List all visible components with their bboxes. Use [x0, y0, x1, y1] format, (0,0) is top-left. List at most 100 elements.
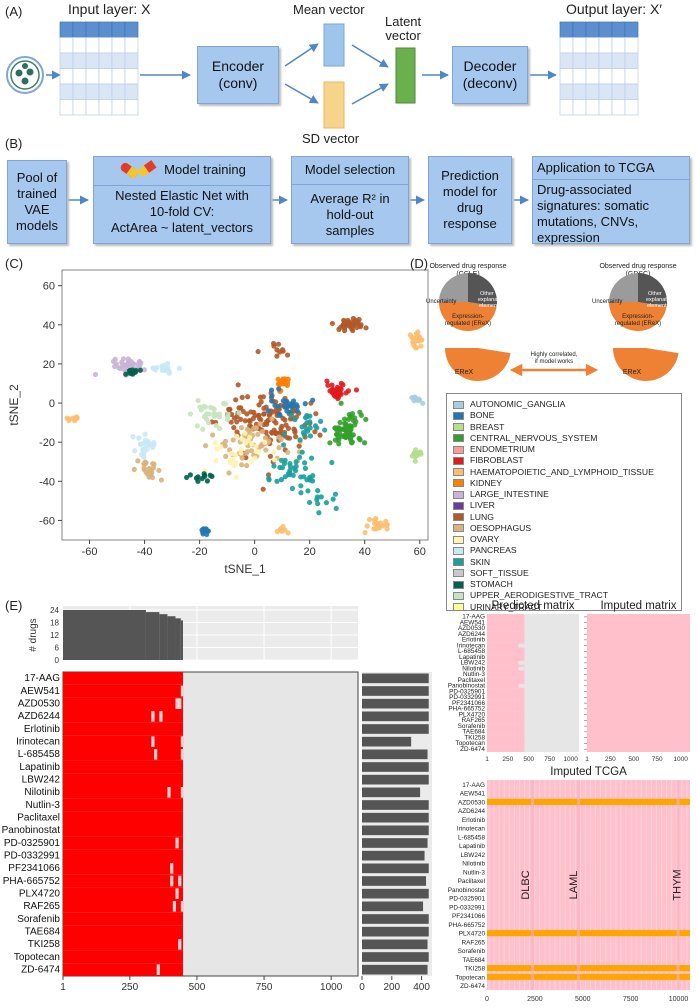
drug-label: L-685458 — [458, 648, 485, 655]
drug-label: TKI258 — [464, 966, 485, 973]
scatter-point — [275, 341, 282, 347]
scatter-point — [338, 400, 344, 406]
scatter-point — [255, 431, 261, 437]
drug-label: PHA-665752 — [448, 706, 485, 713]
gdsc-title-1: Observed drug response — [599, 263, 676, 270]
tcga-separator — [676, 780, 680, 990]
scatter-point — [285, 449, 291, 455]
grid-cell — [585, 83, 600, 100]
predicted-row — [487, 740, 525, 747]
grid-cell — [585, 99, 600, 116]
drug-label: AZD6244 — [18, 711, 61, 722]
predicted-row — [487, 694, 525, 701]
predicted-row — [487, 746, 525, 752]
predicted-gap — [518, 661, 525, 665]
scatter-point — [299, 449, 305, 455]
legend-label: AUTONOMIC_GANGLIA — [470, 399, 566, 409]
imputed-frame — [587, 614, 690, 752]
scatter-point — [244, 394, 251, 400]
heatmap-gap — [156, 964, 160, 975]
y-tick-label: 24 — [50, 606, 59, 615]
pie-slice-expression — [439, 302, 497, 331]
encoder-box: Encoder (conv) — [197, 46, 279, 104]
heatmap-row — [63, 786, 183, 799]
scatter-point — [262, 439, 268, 445]
legend-swatch — [453, 546, 464, 555]
x-tick-label: -60 — [82, 546, 98, 558]
grid-cell — [111, 68, 126, 85]
legend-item: LUNG — [453, 512, 675, 523]
scatter-point — [141, 461, 147, 467]
gdsc-expr-2: regulated (EReX) — [615, 321, 661, 327]
drug-label: Sorafenib — [17, 914, 60, 925]
legend-label: CENTRAL_NERVOUS_SYSTEM — [470, 432, 598, 443]
ccle-other-2: explanatory — [478, 297, 507, 303]
scatter-point — [130, 434, 136, 440]
scatter-point — [278, 477, 285, 483]
scatter-point — [420, 400, 426, 406]
scatter-point — [307, 474, 313, 481]
tcga-annotation: DLBC — [520, 870, 532, 899]
scatter-point — [307, 433, 314, 439]
legend-item: PANCREAS — [453, 545, 675, 556]
gdsc-uncertainty-label: Uncertainty — [592, 299, 622, 305]
scatter-point — [315, 488, 321, 494]
encoder-line-1: Encoder — [211, 58, 265, 74]
side-bar — [362, 698, 429, 709]
scatter-point — [313, 411, 319, 417]
scatter-point — [342, 325, 348, 331]
scatter-point — [198, 407, 204, 413]
heatmap-row — [63, 900, 183, 913]
scatter-point — [248, 458, 254, 464]
heatmap-row — [63, 874, 183, 888]
scatter-point — [349, 439, 355, 445]
latent-vector-label: Latent vector — [385, 15, 421, 43]
scatter-point — [244, 463, 250, 469]
x-tick-label: 20 — [304, 546, 316, 558]
scatter-point — [231, 462, 237, 469]
scatter-point — [244, 426, 250, 433]
scatter-point — [194, 423, 201, 429]
x-tick-label: 750 — [652, 756, 663, 763]
scatter-point — [312, 423, 319, 429]
scatter-point — [141, 367, 147, 373]
scatter-point — [112, 363, 118, 370]
scatter-point — [193, 475, 200, 481]
scatter-point — [335, 426, 341, 432]
y-axis-label: tSNE_2 — [7, 384, 21, 426]
scatter-point — [384, 522, 390, 528]
scatter-point — [218, 444, 224, 450]
side-bar — [362, 686, 429, 696]
legend-swatch — [453, 456, 464, 465]
scatter-point — [223, 401, 229, 407]
drug-label: L-685458 — [458, 834, 485, 841]
grid-cell — [72, 83, 87, 100]
latent-vector-bar — [395, 47, 416, 104]
tcga-frame — [487, 780, 690, 990]
side-bar — [362, 724, 429, 734]
panel-label-c: (C) — [5, 256, 24, 271]
scatter-point — [158, 477, 165, 483]
scatter-point — [290, 472, 296, 478]
scatter-point — [262, 435, 269, 441]
drug-label: PD-0332991 — [4, 850, 61, 861]
legend-swatch — [453, 513, 464, 522]
scatter-point — [203, 443, 209, 449]
scatter-point — [256, 449, 262, 455]
ccle-other-1: Other — [480, 291, 494, 297]
scatter-point — [299, 424, 305, 430]
legend-label: URINARY_TRACT — [470, 601, 542, 612]
legend-label: HAEMATOPOIETIC_AND_LYMPHOID_TISSUE — [470, 466, 654, 477]
scatter-point — [213, 458, 219, 464]
tcga-highlight-row — [487, 965, 690, 972]
scatter-point — [223, 453, 229, 460]
decoder-line-1: Decoder — [463, 58, 517, 74]
scatter-point — [271, 457, 278, 463]
scatter-point — [136, 358, 143, 365]
grid-cell — [98, 37, 113, 54]
scatter-point — [135, 458, 141, 464]
side-bar — [362, 787, 421, 798]
scatter-point — [336, 441, 342, 447]
legend-item: BREAST — [453, 422, 675, 433]
scatter-point — [201, 471, 207, 477]
